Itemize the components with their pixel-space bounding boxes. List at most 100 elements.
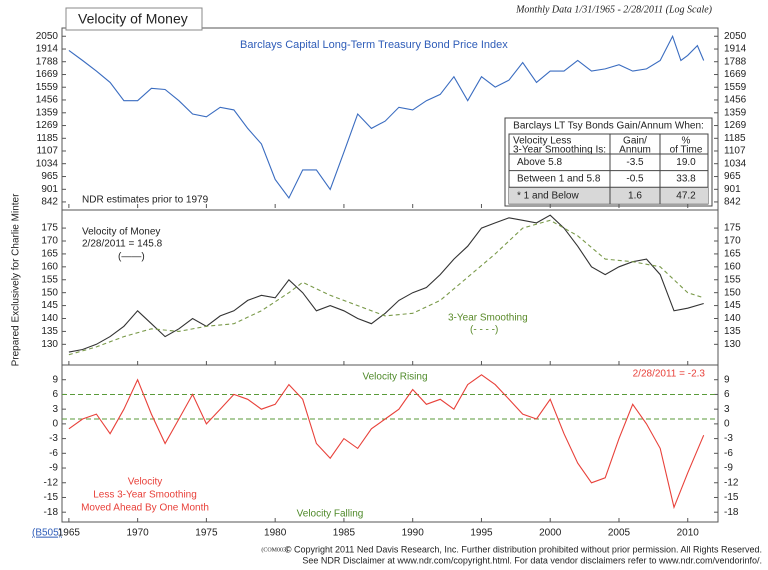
y-tick-label: 1269 <box>724 120 747 131</box>
disclaimer[interactable]: See NDR Disclaimer at www.ndr.com/copyri… <box>302 555 762 565</box>
y-tick-label: 9 <box>52 374 58 385</box>
y-tick-label: 175 <box>41 223 58 234</box>
y-tick-label: 1185 <box>36 133 58 144</box>
y-tick-label: 140 <box>41 313 58 324</box>
y-tick-label: -3 <box>724 433 733 444</box>
y-tick-label: 0 <box>52 419 58 430</box>
x-tick-label: 1965 <box>58 528 81 539</box>
y-tick-label: 1034 <box>724 158 747 169</box>
title-box <box>65 7 203 31</box>
date-note: Monthly Data 1/31/1965 - 2/28/2011 (Log … <box>515 4 713 15</box>
y-tick-label: 2050 <box>36 31 59 42</box>
y-tick-label: 901 <box>41 184 58 195</box>
y-tick-label: 965 <box>41 171 58 182</box>
chart-title: Velocity of Money <box>78 11 188 27</box>
table-header: Velocity Less <box>513 136 571 147</box>
y-tick-label: 140 <box>724 313 741 324</box>
y-tick-label: 6 <box>724 389 730 400</box>
series-line <box>68 374 705 510</box>
y-tick-label: 1669 <box>724 69 747 80</box>
x-tick-label: 1975 <box>195 528 218 539</box>
table-header: of Time <box>670 145 703 156</box>
y-tick-label: 145 <box>724 300 741 311</box>
y-tick-label: 165 <box>724 249 741 260</box>
y-tick-label: 1359 <box>724 107 747 118</box>
y-tick-label: -9 <box>724 463 733 474</box>
y-tick-label: 1456 <box>36 95 59 106</box>
table-header: 3-Year Smoothing Is: <box>513 145 606 156</box>
table-header: Gain/ <box>623 136 647 147</box>
y-tick-label: 130 <box>724 339 741 350</box>
x-tick-label: 1970 <box>127 528 150 539</box>
table-row-bg <box>509 187 708 204</box>
table-header: % <box>682 136 691 147</box>
table-cell: 19.0 <box>676 157 696 168</box>
table-cell: 47.2 <box>676 190 696 201</box>
plot-frame <box>61 27 719 523</box>
y-tick-label: 1669 <box>36 69 59 80</box>
x-tick-label: 2000 <box>539 528 562 539</box>
table-cell: Above 5.8 <box>517 157 562 168</box>
annotation: 2/28/2011 = -2.3 <box>633 369 706 380</box>
table-cell: 33.8 <box>676 174 696 185</box>
y-tick-label: 1456 <box>724 95 747 106</box>
annotation: Less 3-Year Smoothing <box>93 490 197 501</box>
y-tick-label: 170 <box>724 236 741 247</box>
y-tick-label: 160 <box>724 261 741 272</box>
annotation: Moved Ahead By One Month <box>81 503 209 514</box>
table-header: Annum <box>619 145 651 156</box>
y-tick-label: -12 <box>724 477 739 488</box>
table-title: Barclays LT Tsy Bonds Gain/Annum When: <box>513 121 704 132</box>
x-tick-label: 2010 <box>677 528 700 539</box>
y-tick-label: -6 <box>49 448 58 459</box>
x-tick-label: 2005 <box>608 528 631 539</box>
x-tick-label: 1995 <box>470 528 493 539</box>
chart-code[interactable]: (B505) <box>32 528 62 539</box>
annotation: Velocity <box>128 477 162 488</box>
y-tick-label: -15 <box>44 492 59 503</box>
copyright: © Copyright 2011 Ned Davis Research, Inc… <box>285 544 762 554</box>
side-label: Prepared Exclusively for Charlie Minter <box>11 193 22 367</box>
y-tick-label: -6 <box>724 448 733 459</box>
y-tick-label: 175 <box>724 223 741 234</box>
series-label: Velocity of Money <box>82 227 160 238</box>
y-tick-label: -15 <box>724 492 739 503</box>
y-tick-label: 1788 <box>36 56 59 67</box>
y-tick-label: 9 <box>724 374 730 385</box>
series-line <box>68 34 705 200</box>
y-tick-label: -18 <box>724 507 739 518</box>
table-cell: 1.6 <box>628 190 642 201</box>
series-line <box>68 214 704 353</box>
y-tick-label: -3 <box>49 433 58 444</box>
y-tick-label: 130 <box>41 339 58 350</box>
y-tick-label: -9 <box>49 463 58 474</box>
y-tick-label: 170 <box>41 236 58 247</box>
annotation: Velocity Rising <box>362 372 427 383</box>
x-tick-label: 1985 <box>333 528 356 539</box>
y-tick-label: 2050 <box>724 31 747 42</box>
annotation: (——) <box>118 252 145 263</box>
series-label: 3-Year Smoothing <box>448 313 528 324</box>
table-cell: * 1 and Below <box>517 190 579 201</box>
x-tick-label: 1990 <box>402 528 425 539</box>
y-tick-label: 1788 <box>724 56 747 67</box>
y-tick-label: -12 <box>44 477 59 488</box>
y-tick-label: 965 <box>724 171 741 182</box>
annotation: NDR estimates prior to 1979 <box>82 195 209 206</box>
y-tick-label: 1185 <box>724 133 746 144</box>
y-tick-label: 160 <box>41 261 58 272</box>
y-tick-label: 1034 <box>36 158 59 169</box>
y-tick-label: 1914 <box>36 44 59 55</box>
table-cell: Between 1 and 5.8 <box>517 174 601 185</box>
y-tick-label: 1107 <box>724 146 746 157</box>
y-tick-label: 842 <box>724 197 741 208</box>
y-tick-label: 155 <box>41 274 58 285</box>
annotation: Velocity Falling <box>297 509 364 520</box>
y-tick-label: 1107 <box>36 146 58 157</box>
y-tick-label: 901 <box>724 184 741 195</box>
ref-code: (COM003) <box>261 546 288 553</box>
y-tick-label: 1269 <box>36 120 59 131</box>
y-tick-label: 3 <box>724 404 730 415</box>
